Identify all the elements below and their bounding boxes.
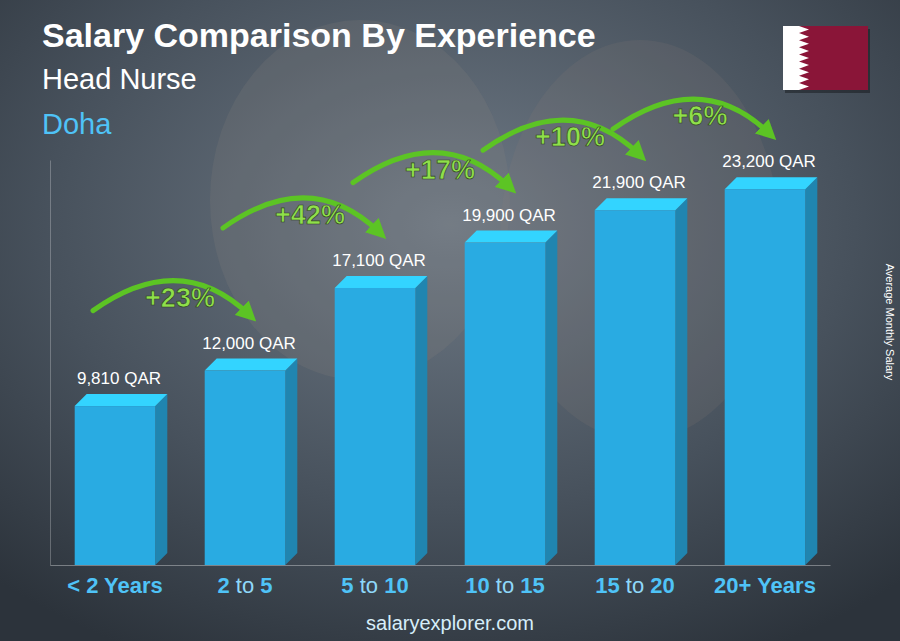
x-tick-word: 2 <box>80 573 98 598</box>
data-label: 17,100 QAR <box>332 251 426 270</box>
x-tick-word: 15 <box>595 573 619 598</box>
growth-arrow <box>353 153 509 187</box>
x-tick-word: 10 <box>465 573 489 598</box>
x-tick: 10 to 15 <box>465 573 545 598</box>
y-axis <box>50 161 51 566</box>
x-tick: < 2 Years <box>67 573 163 598</box>
data-label: 23,200 QAR <box>722 152 816 171</box>
x-tick-word: 5 <box>341 573 353 598</box>
x-tick-label: 2 to 5 <box>217 573 272 598</box>
annotations: +23% +42% +17% +10% +6% <box>93 99 769 314</box>
subtitle: Head Nurse <box>42 63 197 95</box>
x-tick-word: to <box>354 573 378 598</box>
bar-side <box>155 394 167 565</box>
x-tick-label: 15 to 20 <box>595 573 675 598</box>
x-tick-label: 5 to 10 <box>341 573 408 598</box>
bar-top <box>725 177 818 189</box>
data-label: 9,810 QAR <box>77 369 161 388</box>
x-tick-word: 2 <box>217 573 229 598</box>
x-tick-word: 15 <box>514 573 545 598</box>
x-tick-word: 20 <box>644 573 675 598</box>
bar <box>335 288 416 565</box>
background <box>0 0 900 641</box>
x-tick-word: < <box>67 573 80 598</box>
bar <box>75 406 156 565</box>
bar-top <box>335 276 428 288</box>
flag-band <box>783 26 809 90</box>
growth-arrow <box>613 99 769 133</box>
title: Salary Comparison By Experience <box>42 16 596 54</box>
chart-root: < 2 Years2 to 55 to 1010 to 1515 to 2020… <box>0 0 900 641</box>
data-labels: 9,810 QAR 12,000 QAR 17,100 QAR 19,900 QAR 2… <box>77 152 816 388</box>
data-label: 21,900 QAR <box>592 173 686 192</box>
data-label: 12,000 QAR <box>202 334 296 353</box>
y-axis-title: Average Monthly Salary <box>884 264 896 381</box>
data-label: 19,900 QAR <box>462 206 556 225</box>
flag-field <box>783 26 868 90</box>
x-tick-label: 10 to 15 <box>465 573 545 598</box>
x-tick: 15 to 20 <box>595 573 675 598</box>
source: salaryexplorer.com <box>366 612 534 634</box>
x-tick-word: 5 <box>254 573 272 598</box>
location: Doha <box>42 108 112 140</box>
x-tick-label: < 2 Years <box>67 573 163 598</box>
x-tick-word: to <box>620 573 644 598</box>
growth-arrow <box>93 281 249 315</box>
x-tick-word: 20+ <box>714 573 751 598</box>
x-tick-word: Years <box>98 573 162 598</box>
x-tick-word: 10 <box>378 573 409 598</box>
x-tick: 20+ Years <box>714 573 816 598</box>
x-tick-word: to <box>490 573 514 598</box>
bars <box>75 177 818 565</box>
x-tick-word: Years <box>751 573 815 598</box>
bar-top <box>205 359 298 371</box>
growth-label: +23% <box>145 283 215 313</box>
growth-label: +17% <box>405 155 475 185</box>
bar <box>725 189 806 565</box>
growth-label: +10% <box>535 122 605 152</box>
bar-top <box>75 394 168 406</box>
bar <box>205 371 286 565</box>
bar-side <box>415 276 427 565</box>
growth-label: +42% <box>275 200 345 230</box>
growth-arrow <box>223 198 379 232</box>
bar-side <box>285 359 297 565</box>
bar-top <box>465 231 558 243</box>
bar <box>465 243 546 565</box>
bar-side <box>675 198 687 565</box>
bar-top <box>595 198 688 210</box>
x-tick-word: to <box>230 573 254 598</box>
x-tick-label: 20+ Years <box>714 573 816 598</box>
bar <box>595 210 676 565</box>
x-axis-line <box>51 565 831 566</box>
growth-label: +6% <box>673 101 728 131</box>
x-tick: 5 to 10 <box>341 573 408 598</box>
flag <box>783 26 870 93</box>
x-tick: 2 to 5 <box>217 573 272 598</box>
bar-side <box>545 231 557 565</box>
bar-side <box>805 177 817 565</box>
x-axis: < 2 Years2 to 55 to 1010 to 1515 to 2020… <box>51 566 831 599</box>
y-axis-line <box>50 161 51 566</box>
